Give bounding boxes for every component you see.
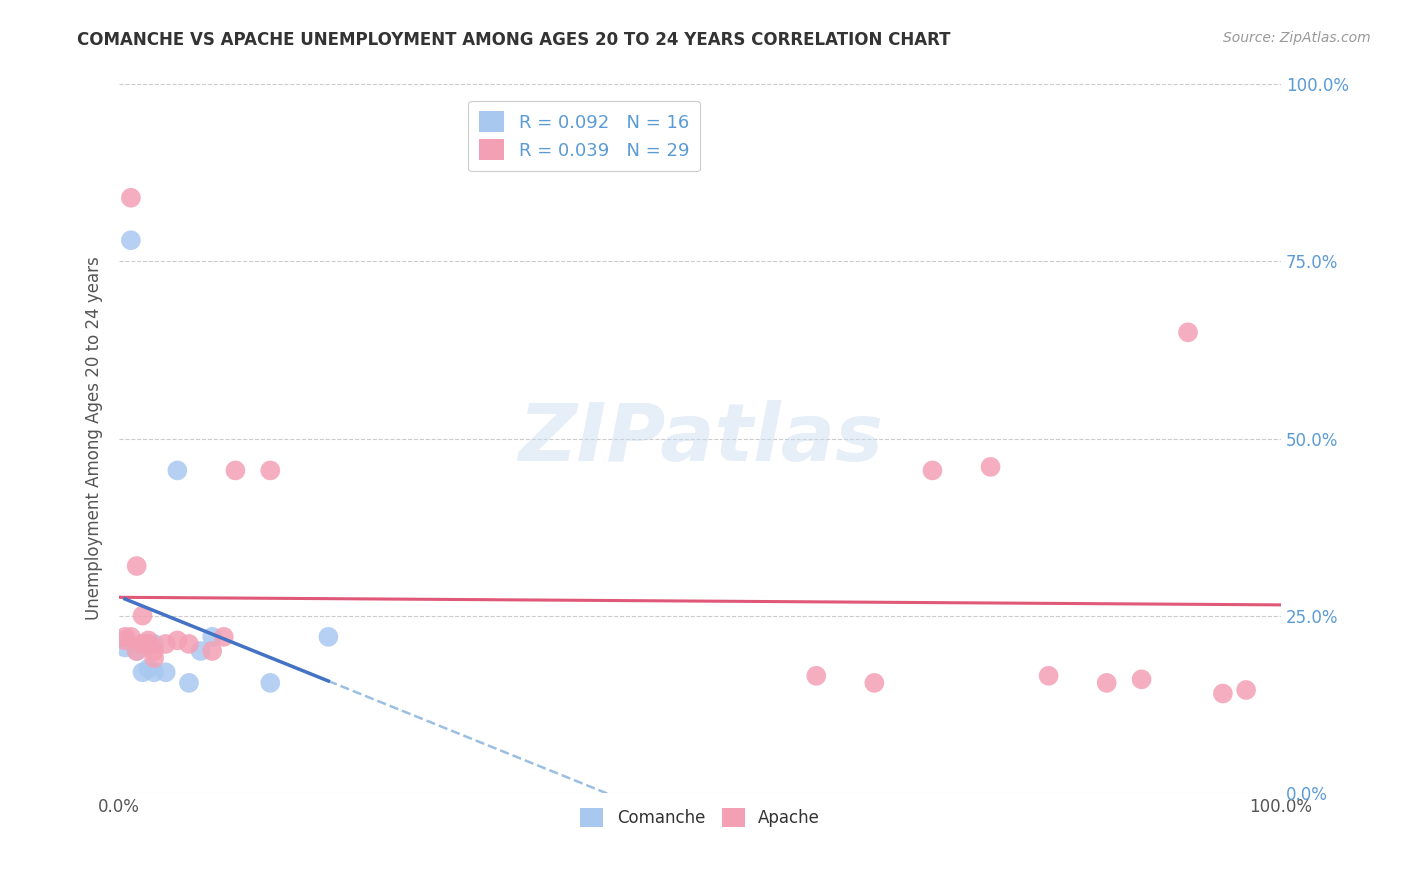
Point	[131, 637, 153, 651]
Point	[136, 633, 159, 648]
Point	[1130, 673, 1153, 687]
Point	[806, 669, 828, 683]
Point	[143, 665, 166, 680]
Point	[131, 637, 153, 651]
Point	[166, 463, 188, 477]
Text: ZIPatlas: ZIPatlas	[517, 400, 883, 477]
Point	[1234, 683, 1257, 698]
Point	[114, 640, 136, 655]
Point	[201, 644, 224, 658]
Point	[921, 463, 943, 477]
Point	[136, 662, 159, 676]
Point	[125, 644, 148, 658]
Point	[259, 676, 281, 690]
Point	[212, 630, 235, 644]
Point	[114, 633, 136, 648]
Point	[120, 191, 142, 205]
Point	[166, 633, 188, 648]
Point	[177, 676, 200, 690]
Point	[259, 463, 281, 477]
Point	[114, 630, 136, 644]
Point	[318, 630, 340, 644]
Point	[143, 651, 166, 665]
Point	[131, 608, 153, 623]
Point	[120, 630, 142, 644]
Point	[863, 676, 886, 690]
Point	[1038, 669, 1060, 683]
Point	[143, 644, 166, 658]
Text: Source: ZipAtlas.com: Source: ZipAtlas.com	[1223, 31, 1371, 45]
Point	[1177, 326, 1199, 340]
Point	[201, 630, 224, 644]
Point	[177, 637, 200, 651]
Point	[1212, 686, 1234, 700]
Point	[190, 644, 212, 658]
Point	[980, 459, 1002, 474]
Point	[155, 637, 177, 651]
Point	[125, 559, 148, 574]
Point	[143, 637, 166, 651]
Text: COMANCHE VS APACHE UNEMPLOYMENT AMONG AGES 20 TO 24 YEARS CORRELATION CHART: COMANCHE VS APACHE UNEMPLOYMENT AMONG AG…	[77, 31, 950, 49]
Point	[131, 665, 153, 680]
Point	[136, 637, 159, 651]
Y-axis label: Unemployment Among Ages 20 to 24 years: Unemployment Among Ages 20 to 24 years	[86, 257, 103, 621]
Point	[224, 463, 246, 477]
Point	[120, 233, 142, 247]
Point	[1095, 676, 1118, 690]
Point	[155, 665, 177, 680]
Point	[125, 644, 148, 658]
Point	[136, 637, 159, 651]
Legend: Comanche, Apache: Comanche, Apache	[574, 801, 827, 834]
